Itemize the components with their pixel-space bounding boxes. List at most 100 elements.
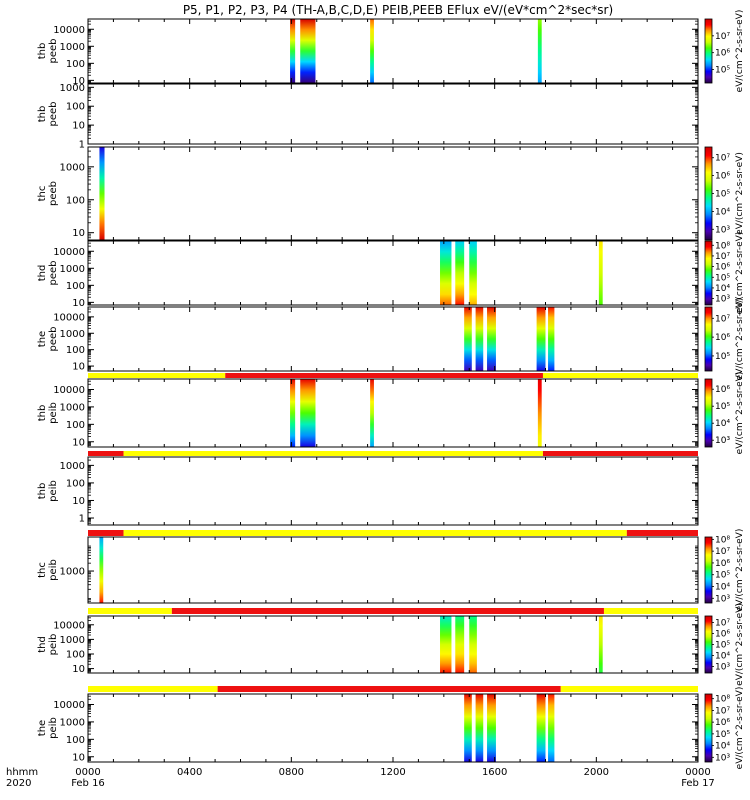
colorbar-tick-label: 10⁶ <box>715 49 730 59</box>
y-tick-label: 10000 <box>53 312 85 323</box>
panel-label: thbpeeb <box>37 39 59 64</box>
status-bar-segment <box>225 373 543 378</box>
spectrogram-burst <box>487 307 496 371</box>
spectrogram-burst <box>99 147 105 240</box>
y-tick-label: 10000 <box>53 247 85 258</box>
y-tick-label: 10 <box>72 228 85 239</box>
colorbar-tick-label: 10⁷ <box>715 314 730 324</box>
panel-label: thbpeib <box>37 402 59 424</box>
panel-label-probe: thc <box>37 562 48 578</box>
colorbar-tick-label: 10⁴ <box>715 742 730 752</box>
x-tick-label: 0000 <box>75 767 100 778</box>
y-tick-label: 10 <box>72 437 85 448</box>
y-tick-label: 10000 <box>53 620 85 631</box>
status-bar-segment <box>123 451 543 456</box>
colorbar-tick-label: 10³ <box>715 436 730 446</box>
status-bar-segment <box>123 530 627 536</box>
y-tick-label: 1000 <box>60 83 85 94</box>
colorbar-tick-label: 10⁶ <box>715 559 730 569</box>
y-tick-label: 1000 <box>60 567 85 578</box>
y-tick-label: 1000 <box>60 717 85 728</box>
colorbar-label: eV/(cm^2-s-sr-eV) <box>735 529 745 612</box>
colorbar-tick-label: 10⁴ <box>715 284 730 294</box>
panel-label-product: peeb <box>48 39 59 64</box>
status-bar-segment <box>88 530 124 536</box>
panel-label-probe: the <box>37 720 48 736</box>
panel-label-probe: thb <box>37 405 48 422</box>
colorbar-scale <box>704 306 713 372</box>
y-tick-label: 1000 <box>60 329 85 340</box>
spectrogram-burst <box>464 307 472 371</box>
colorbar: 10³ 10⁴ 10⁵ 10⁶ eV/(cm^2-s-sr-eV) <box>704 372 745 455</box>
colorbar-scale <box>704 693 713 763</box>
colorbar-tick-label: 10⁶ <box>715 263 730 273</box>
time-axis-year-label: 2020 <box>6 778 31 789</box>
panel-frame <box>87 693 699 763</box>
panel-label-product: peeb <box>48 327 59 352</box>
colorbar-tick-label: 10⁵ <box>715 190 730 200</box>
spectrogram-burst <box>475 307 484 371</box>
y-tick-label: 100 <box>66 650 85 661</box>
spectrogram-burst <box>548 694 555 762</box>
colorbar-tick-label: 10⁵ <box>715 352 730 362</box>
panel-label: thepeib <box>37 717 59 739</box>
colorbar-tick-label: 10⁵ <box>715 402 730 412</box>
colorbar-tick-label: 10⁷ <box>715 619 730 629</box>
y-tick-label: 1 <box>79 514 85 525</box>
panel-1: 10 100 1000 10000 thbpeeb 10⁵ 10⁶ 10⁷ eV/(cm^2-s… <box>37 10 745 93</box>
panel-frame <box>87 306 699 372</box>
y-tick-label: 10000 <box>53 25 85 36</box>
spectrogram-burst <box>370 379 374 447</box>
y-tick-label: 10 <box>72 664 85 675</box>
y-tick-label: 100 <box>66 478 85 489</box>
panel-label-product: peeb <box>48 261 59 286</box>
x-date-label: Feb 16 <box>71 778 105 789</box>
colorbar-tick-label: 10⁶ <box>715 333 730 343</box>
colorbar-tick-label: 10⁸ <box>715 695 730 705</box>
panel-label: thdpeib <box>37 634 59 656</box>
y-tick-label: 10000 <box>53 385 85 396</box>
spectrogram-burst <box>487 694 496 762</box>
colorbar-tick-label: 10⁷ <box>715 32 730 42</box>
panel-frame <box>87 18 699 84</box>
spectrogram-burst <box>536 694 546 762</box>
y-tick-label: 10 <box>72 496 85 507</box>
y-tick-label: 10 <box>72 121 85 132</box>
panel-label-product: peeb <box>48 181 59 206</box>
x-tick-label: 0000 <box>685 767 710 778</box>
spectrogram-burst <box>537 379 542 447</box>
spectrogram-burst <box>469 241 477 305</box>
panel-frame <box>87 615 699 674</box>
colorbar-tick-label: 10³ <box>715 662 730 672</box>
colorbar-scale <box>704 18 713 84</box>
panel-label-probe: the <box>37 331 48 347</box>
status-bar <box>88 686 698 692</box>
colorbar-tick-label: 10⁶ <box>715 385 730 395</box>
y-tick-label: 100 <box>66 59 85 70</box>
colorbar-tick-label: 10⁴ <box>715 583 730 593</box>
colorbar-tick-label: 10⁶ <box>715 172 730 182</box>
colorbar-tick-label: 10⁷ <box>715 154 730 164</box>
panel-label-product: peeb <box>48 102 59 127</box>
y-tick-label: 100 <box>66 345 85 356</box>
status-bar-segment <box>88 451 124 456</box>
colorbar-tick-label: 10⁴ <box>715 651 730 661</box>
panel-frame <box>87 240 699 306</box>
y-tick-label: 100 <box>66 735 85 746</box>
panel-label-product: peib <box>48 402 59 424</box>
colorbar-label: eV/(cm^2-s-sr-eV) <box>735 372 745 455</box>
x-tick-label: 0800 <box>279 767 304 778</box>
status-bar-segment <box>88 686 218 692</box>
panel-label-probe: thb <box>37 43 48 60</box>
colorbar-tick-label: 10³ <box>715 594 730 604</box>
status-bar <box>88 451 698 456</box>
status-bar-segment <box>560 686 698 692</box>
